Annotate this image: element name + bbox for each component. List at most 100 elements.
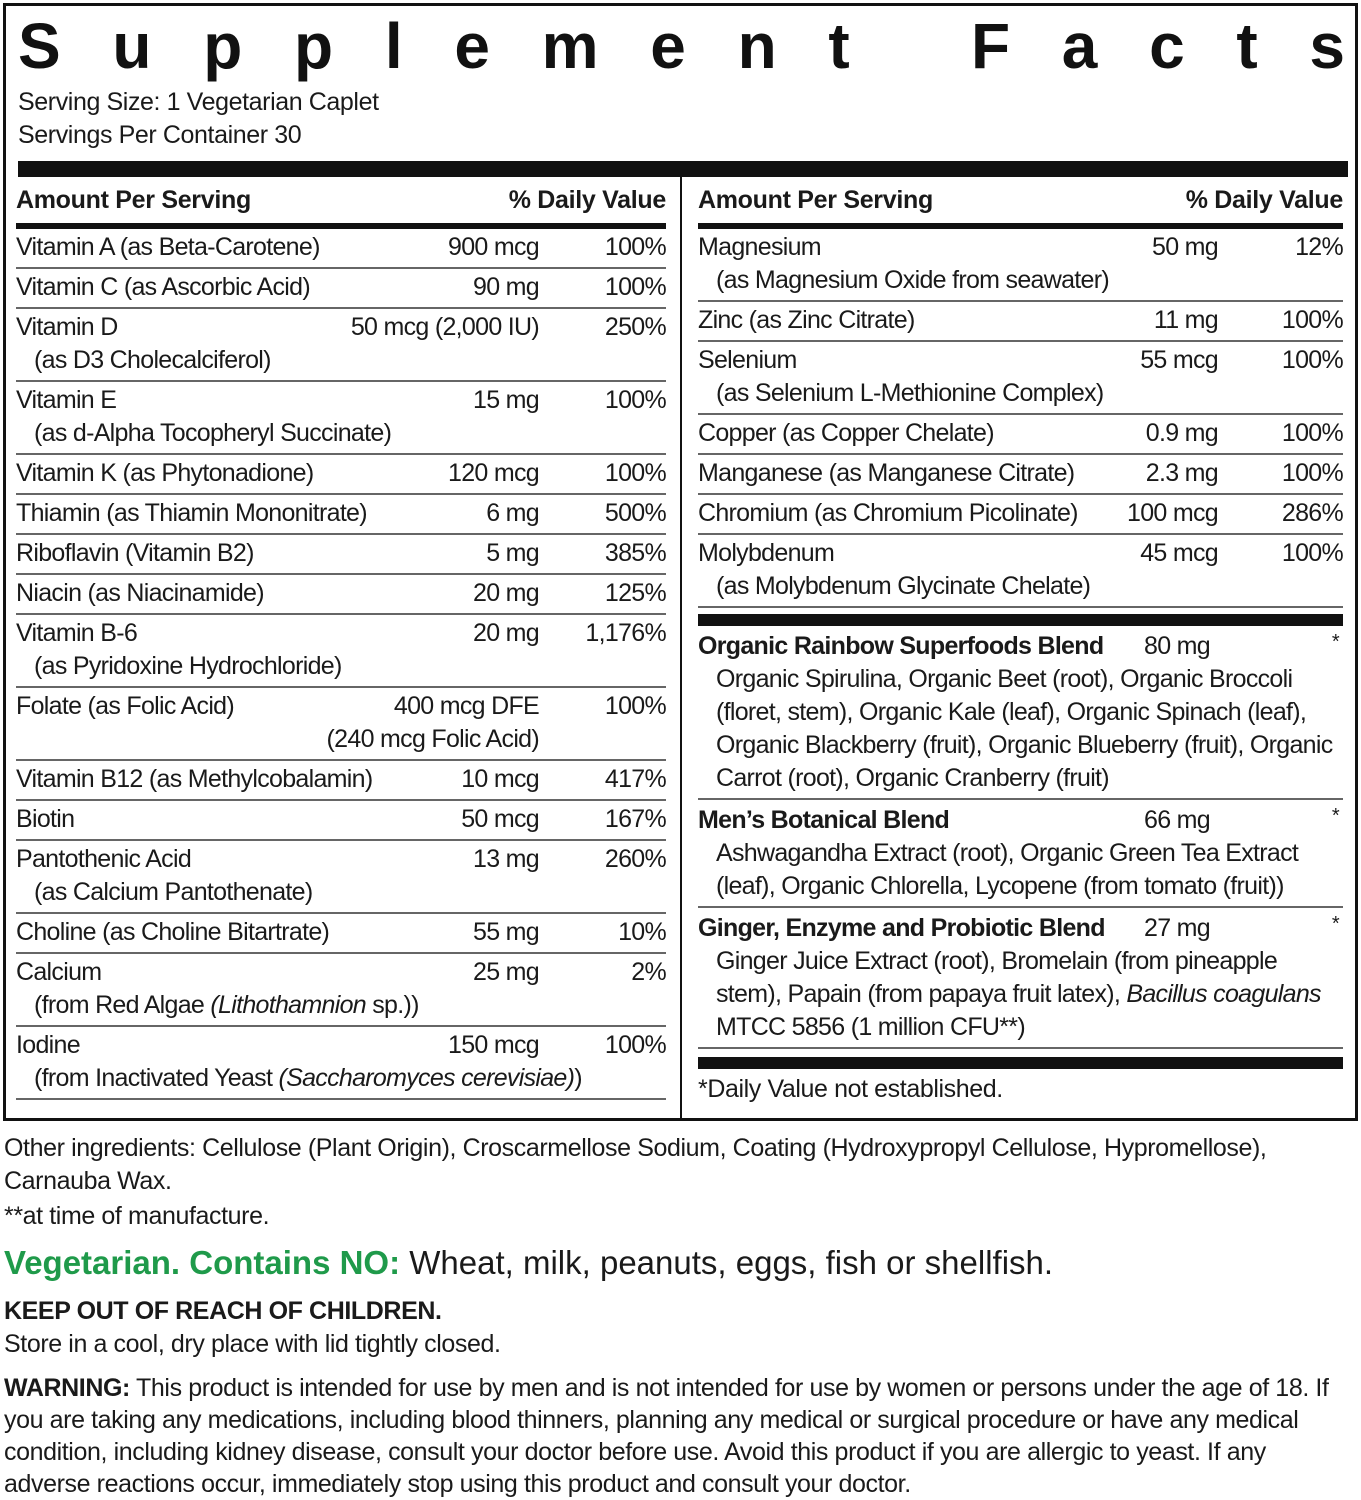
nutrient-amount: 900 mcg [448, 231, 540, 264]
nutrient-line: Selenium 55 mcg 100% [698, 344, 1344, 377]
nutrient-name: Calcium [16, 958, 102, 986]
amount-value: 13 mg [473, 845, 540, 873]
amount-value: 55 mg [473, 918, 540, 946]
nutrient-row: Vitamin B-6 20 mg 1,176% (as Pyridoxine Hyd… [16, 615, 667, 688]
column-header: Amount Per Serving % Daily Value [16, 177, 666, 229]
nutrient-amount: 150 mcg [448, 1029, 540, 1062]
daily-value-not-established-mark: * [1331, 805, 1340, 827]
text-part: MTCC 5856 (1 million CFU**) [716, 1013, 1026, 1041]
nutrient-row: Vitamin A (as Beta-Carotene) 900 mcg 100% [16, 229, 667, 269]
title-letter: p [294, 10, 334, 82]
nutrient-source: (as Calcium Pantothenate) [16, 876, 666, 909]
amount-value: 20 mg [473, 579, 540, 607]
nutrient-name: Thiamin (as Thiamin Mononitrate) [16, 499, 368, 527]
nutrient-source: (as D3 Cholecalciferol) [16, 344, 666, 377]
other-ingredients: Other ingredients: Cellulose (Plant Orig… [4, 1134, 1267, 1195]
blend-ingredients: Organic Spirulina, Organic Beet (root), … [698, 663, 1343, 795]
text-part: (from Red Algae [34, 991, 211, 1019]
amount-value: 50 mcg [461, 805, 539, 833]
warning-label: WARNING: [4, 1374, 130, 1402]
nutrient-name: Manganese (as Manganese Citrate) [698, 459, 1075, 487]
nutrient-line: Vitamin C (as Ascorbic Acid) 90 mg 100% [16, 271, 667, 304]
dv-header: % Daily Value [1185, 186, 1344, 214]
daily-value: 100% [1281, 539, 1344, 567]
text-part: (as Pyridoxine Hydrochloride) [34, 652, 342, 680]
daily-value: 260% [604, 845, 667, 873]
daily-value: 125% [604, 579, 667, 607]
amount-detail: (240 mcg Folic Acid) [326, 725, 540, 753]
nutrient-amount: 10 mcg [461, 763, 539, 796]
daily-value: 100% [604, 692, 667, 720]
blend-amount: 27 mg [1144, 914, 1211, 942]
nutrient-line: Vitamin E 15 mg 100% [16, 384, 667, 417]
title-letter: m [541, 10, 599, 82]
amount-value: 50 mcg (2,000 IU) [350, 313, 540, 341]
blend-name: Organic Rainbow Superfoods Blend [698, 632, 1104, 660]
text-part: (as Magnesium Oxide from seawater) [716, 266, 1110, 294]
daily-value: 250% [604, 313, 667, 341]
daily-value: 100% [604, 386, 667, 414]
dv-header: % Daily Value [508, 186, 667, 214]
blend-line: Ginger, Enzyme and Probiotic Blend 27 mg * [698, 912, 1343, 945]
nutrient-amount: 20 mg [473, 577, 540, 610]
nutrient-amount: 50 mcg (2,000 IU) [350, 311, 540, 344]
nutrient-amount: 45 mcg [1140, 537, 1218, 570]
text-part: (Lithothamnion [210, 991, 366, 1019]
daily-value: 167% [604, 805, 667, 833]
title-letter [901, 6, 919, 86]
blend-line: Men’s Botanical Blend 66 mg * [698, 804, 1343, 837]
nutrient-amount: 0.9 mg [1145, 417, 1219, 450]
nutrient-line: Vitamin B12 (as Methylcobalamin) 10 mcg 41… [16, 763, 667, 796]
column-header: Amount Per Serving % Daily Value [698, 177, 1343, 229]
nutrient-name: Vitamin B12 (as Methylcobalamin) [16, 765, 373, 793]
blend-ingredients: Ginger Juice Extract (root), Bromelain (… [698, 945, 1343, 1044]
nutrient-amount: 20 mg [473, 617, 540, 650]
amount-value: 150 mcg [448, 1031, 540, 1059]
blend-row: Ginger, Enzyme and Probiotic Blend 27 mg *… [698, 908, 1343, 1049]
footnote: *Daily Value not established. [698, 1075, 1003, 1103]
servings-per-container: Servings Per Container 30 [18, 121, 302, 149]
nutrient-name: Choline (as Choline Bitartrate) [16, 918, 330, 946]
nutrient-name: Magnesium [698, 233, 822, 261]
nutrient-line: Calcium 25 mg 2% [16, 956, 667, 989]
nutrient-source: (as Magnesium Oxide from seawater) [698, 264, 1343, 297]
nutrient-amount: 2.3 mg [1146, 457, 1219, 490]
amount-value: 90 mg [473, 273, 540, 301]
title-letter: u [112, 10, 152, 82]
title-letter: l [384, 10, 403, 82]
text-part: (Saccharomyces cerevisiae) [278, 1064, 575, 1092]
title-letter: p [203, 10, 243, 82]
storage-instructions: Store in a cool, dry place with lid tigh… [4, 1330, 501, 1358]
blend-amount: 66 mg [1144, 806, 1211, 834]
nutrient-amount: 6 mg [486, 497, 539, 530]
nutrient-line: Choline (as Choline Bitartrate) 55 mg 10% [16, 916, 667, 949]
nutrient-row: Vitamin E 15 mg 100% (as d-Alpha Tocopheryl… [16, 382, 667, 455]
nutrient-row: Vitamin K (as Phytonadione) 120 mcg 100% [16, 455, 667, 495]
nutrient-row: Vitamin C (as Ascorbic Acid) 90 mg 100% [16, 269, 667, 309]
amount-value: 5 mg [486, 539, 539, 567]
thick-divider [698, 1057, 1343, 1069]
daily-value: 12% [1295, 233, 1344, 261]
daily-value: 10% [618, 918, 667, 946]
text-part: Bacillus coagulans [1126, 980, 1321, 1008]
nutrient-amount: 120 mcg [448, 457, 540, 490]
title-letter: c [1149, 10, 1185, 82]
nutrient-line: Chromium (as Chromium Picolinate) 100 mcg… [698, 497, 1344, 530]
blend-row: Men’s Botanical Blend 66 mg * Ashwagandha E… [698, 800, 1343, 908]
nutrient-line: Niacin (as Niacinamide) 20 mg 125% [16, 577, 667, 610]
serving-size: Serving Size: 1 Vegetarian Caplet [18, 88, 379, 116]
text-part: sp.)) [365, 991, 419, 1019]
daily-value: 286% [1281, 499, 1344, 527]
nutrient-line: Riboflavin (Vitamin B2) 5 mg 385% [16, 537, 667, 570]
nutrient-amount: 11 mg [1154, 304, 1219, 337]
nutrient-name: Zinc (as Zinc Citrate) [698, 306, 915, 334]
nutrient-row: Folate (as Folic Acid) 400 mcg DFE (240 mc… [16, 688, 667, 761]
nutrient-amount: 90 mg [473, 271, 540, 304]
nutrient-amount: 100 mcg [1127, 497, 1219, 530]
nutrient-row: Selenium 55 mcg 100% (as Selenium L-Methion… [698, 342, 1344, 415]
amount-value: 0.9 mg [1145, 419, 1219, 447]
nutrient-name: Copper (as Copper Chelate) [698, 419, 995, 447]
amount-value: 50 mg [1152, 233, 1219, 261]
nutrient-name: Vitamin A (as Beta-Carotene) [16, 233, 320, 261]
warning: WARNING: This product is intended for us… [4, 1372, 1353, 1500]
